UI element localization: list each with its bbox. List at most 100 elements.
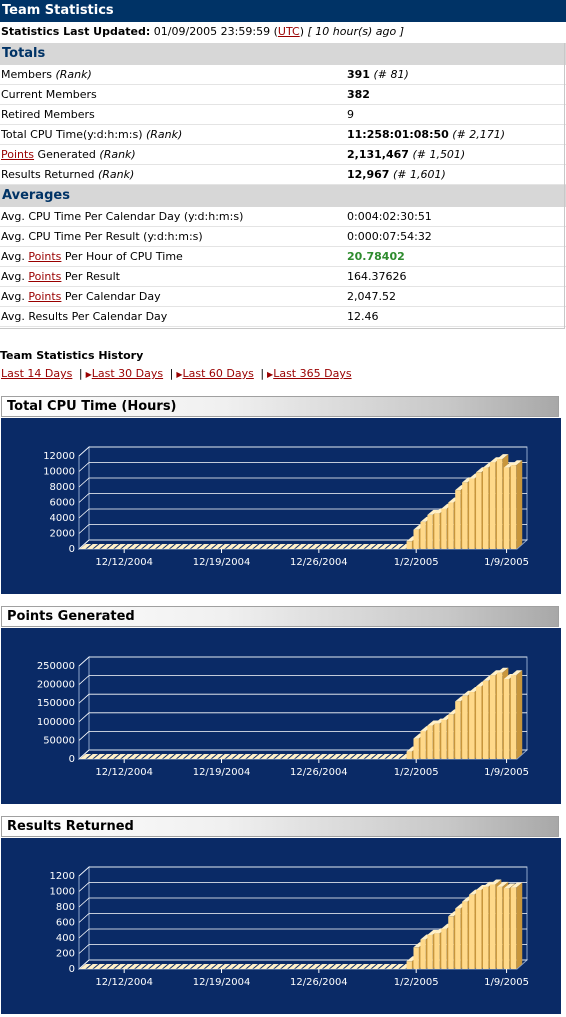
bar-top [114,754,126,759]
bar [330,964,342,969]
chart-results-returned: 0 200 400 600 800 1000 1200 12/12/2004 12/19/200… [50,865,529,988]
bar [371,964,384,969]
bar-top [392,544,405,549]
bar-top [316,544,328,549]
bar-face [455,908,461,969]
x-tick-label: 1/9/2005 [484,977,529,988]
bar [232,964,245,969]
bar-face [427,725,433,759]
bar [211,544,224,549]
bar [309,964,321,969]
bar-top [378,544,391,549]
x-tick-label: 12/12/2004 [95,767,153,778]
bar-top [385,754,398,759]
bar [337,964,349,969]
bar-top [302,544,314,549]
bar-face [510,887,517,969]
bar-top [350,544,363,549]
bar [392,754,405,759]
bar-face [469,692,475,759]
y-tick-label: 200000 [37,680,75,691]
bar [128,964,140,969]
bar [316,754,328,759]
row-avg-cpu-day: Avg. CPU Time Per Calendar Day (y:d:h:m:… [0,207,566,227]
bar [114,754,126,759]
gridline [78,712,527,723]
row-members: Members (Rank) 391 (# 81) [0,65,566,85]
bar-face [413,738,419,759]
points-link[interactable]: Points [28,290,62,303]
bar-top [86,964,99,969]
y-tick-label: 12000 [43,451,75,462]
current-members-value: 382 [347,88,370,101]
bar-face [448,916,454,969]
bar-top [385,544,398,549]
arrow-icon: ▶ [267,370,274,379]
bar-top [204,754,217,759]
members-value: 391 [347,68,370,81]
bar [86,754,99,759]
bar-face [489,462,496,549]
avg-cpu-result-label: Avg. CPU Time Per Result (y:d:h:m:s) [1,230,203,243]
bar-top [246,754,259,759]
bar-side [516,670,523,759]
bar [177,754,189,759]
bar-face [503,679,510,759]
gridline [78,897,527,908]
bar [385,964,398,969]
bar [371,754,384,759]
bar [288,544,300,549]
bar-top [323,544,335,549]
utc-link[interactable]: UTC [277,25,300,38]
gridline [78,462,527,472]
gridline [78,539,527,550]
chart-title-results: Results Returned [1,816,559,837]
bar-top [295,964,307,969]
bar [316,964,328,969]
bar-top [211,544,224,549]
history-link-365[interactable]: Last 365 Days [273,367,352,380]
last-updated-label: Statistics Last Updated: [1,25,151,38]
row-results-returned: Results Returned (Rank) 12,967 (# 1,601) [0,165,566,185]
bar [281,544,293,549]
row-total-cpu: Total CPU Time(y:d:h:m:s) (Rank) 11:258:… [0,125,566,145]
bar-top [79,754,92,759]
bar-top [260,544,272,549]
bar-top [357,964,370,969]
bar-top [371,964,384,969]
bar [302,544,314,549]
bar-top [371,544,384,549]
history-link-14[interactable]: Last 14 Days [1,367,73,380]
bar-face [434,723,440,759]
points-link[interactable]: Points [28,270,62,283]
chart-panel-results: 0 200 400 600 800 1000 1200 12/12/2004 12/19/200… [1,838,561,1014]
bar-face [469,478,475,549]
history-link-60[interactable]: Last 60 Days [182,367,254,380]
bar-top [225,754,238,759]
bar-face [510,465,517,549]
bar [385,544,398,549]
arrow-icon: ▶ [85,370,92,379]
y-tick-label: 6000 [50,498,75,509]
bar-face [510,675,517,759]
bar-top [232,754,245,759]
bar [93,964,106,969]
bar-top [86,754,99,759]
history-link-30[interactable]: Last 30 Days [91,367,164,380]
bar [128,544,140,549]
bar [281,754,293,759]
bar-top [128,544,140,549]
cpu-value: 11:258:01:08:50 [347,128,449,141]
bar [135,544,147,549]
bar [163,544,175,549]
stats-table: Totals Members (Rank) 391 (# 81) Current… [0,43,566,327]
members-label: Members [1,68,52,81]
points-link[interactable]: Points [1,148,35,161]
per-day-label: Per Calendar Day [64,290,161,303]
points-link[interactable]: Points [28,250,62,263]
bar [302,754,314,759]
bar-top [260,964,272,969]
bar [267,964,279,969]
bar-top [184,964,196,969]
averages-heading: Averages [0,185,566,207]
